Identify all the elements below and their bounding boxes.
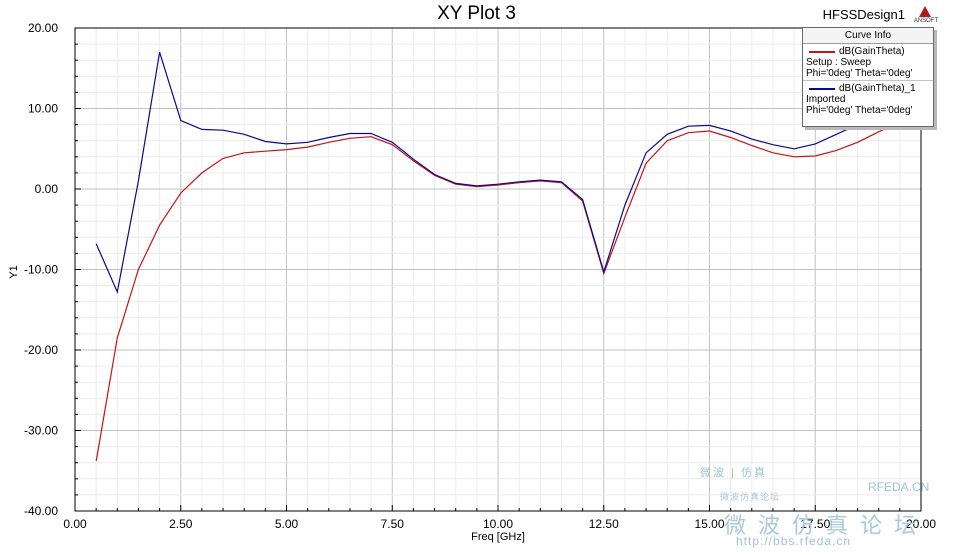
y-tick-label: -10.00	[24, 263, 58, 277]
x-tick-label: 15.00	[694, 517, 724, 531]
y-tick-label: -30.00	[24, 424, 58, 438]
legend-entry-angles: Phi='0deg' Theta='0deg'	[806, 105, 913, 116]
legend-entry-sweep[interactable]: dB(GainTheta) Setup : Sweep Phi='0deg' T…	[803, 44, 933, 80]
series-layer	[95, 52, 901, 462]
x-tick-label: 2.50	[169, 517, 193, 531]
chart-title: XY Plot 3	[437, 3, 516, 24]
watermark-cn-large: 微波仿真论坛	[724, 513, 929, 538]
ansoft-logo-text: ANSOFT	[913, 18, 939, 24]
ansoft-logo: ANSOFT	[911, 4, 941, 26]
y-tick-label: 10.00	[28, 102, 58, 116]
x-axis-label: Freq [GHz]	[471, 531, 525, 543]
x-tick-label: 7.50	[381, 517, 405, 531]
x-tick-label: 5.00	[275, 517, 299, 531]
x-tick-label: 10.00	[483, 517, 513, 531]
watermark-url: http://bbs.rfeda.cn	[736, 534, 852, 548]
legend-entry-setup: Imported	[806, 94, 846, 105]
watermark-brand: RFEDA.CN	[868, 480, 930, 494]
chart-grid	[74, 27, 922, 512]
design-name: HFSSDesign1	[822, 7, 905, 22]
ansoft-triangle-icon	[919, 6, 931, 17]
legend-entry-setup: Setup : Sweep	[806, 57, 872, 68]
legend-entry-imported[interactable]: dB(GainTheta)_1 Imported Phi='0deg' Thet…	[803, 80, 933, 117]
curve-info-legend[interactable]: Curve Info dB(GainTheta) Setup : Sweep P…	[802, 27, 934, 127]
series-line-imported	[95, 52, 901, 295]
series-line-sweep	[95, 120, 901, 462]
x-tick-label: 20.00	[906, 517, 936, 531]
y-tick-label: -20.00	[24, 343, 58, 357]
y-tick-label: 0.00	[35, 182, 59, 196]
legend-swatch-imported	[809, 88, 835, 90]
watermark-cn-top: 微波 | 仿真	[700, 467, 767, 479]
x-tick-label: 12.50	[589, 517, 619, 531]
y-axis-label: Y1	[8, 265, 20, 279]
legend-entry-name: dB(GainTheta)_1	[839, 83, 916, 94]
legend-swatch-sweep	[809, 51, 835, 53]
x-tick-label: 0.00	[63, 517, 87, 531]
legend-header: Curve Info	[803, 28, 933, 44]
legend-entry-angles: Phi='0deg' Theta='0deg'	[806, 68, 913, 79]
watermark-cn-small: 微波仿真论坛	[720, 492, 781, 502]
legend-entry-name: dB(GainTheta)	[839, 46, 905, 57]
rfeda-watermark: 微波 | 仿真 RFEDA.CN 微波仿真论坛 微波仿真论坛 http://bb…	[694, 462, 934, 550]
y-tick-label: -40.00	[24, 504, 58, 518]
axis-ticks: 0.00 2.50 5.00 7.50 10.00 12.50 15.00 17.50 20.0…	[24, 21, 936, 531]
x-tick-label: 17.50	[800, 517, 830, 531]
y-tick-label: 20.00	[28, 21, 58, 35]
